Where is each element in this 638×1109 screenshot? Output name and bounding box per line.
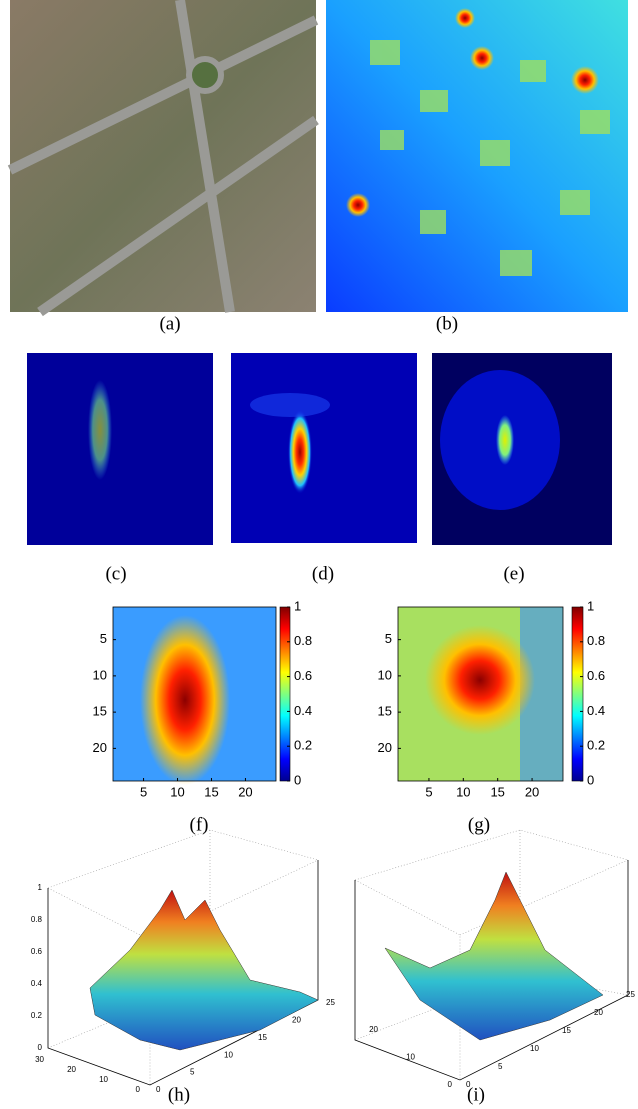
xticks-label: 10: [224, 1050, 233, 1059]
colorbar-tick-label: 1: [587, 598, 594, 613]
response-map: [27, 353, 213, 545]
y-tick-label: 10: [378, 667, 392, 682]
colorbar-tick-label: 0.8: [294, 633, 312, 648]
xticks-label: 15: [562, 1026, 571, 1035]
tree: [571, 66, 599, 94]
colorbar-tick-label: 0: [294, 772, 301, 787]
x-tick-label: 10: [170, 784, 184, 799]
response-peak: [496, 415, 514, 465]
colorbar-tick-label: 0.6: [294, 668, 312, 683]
zticks-label: 0: [38, 1043, 43, 1052]
heatmap-peak: [425, 625, 535, 735]
panel-label: (d): [312, 563, 334, 584]
yticks-label: 20: [67, 1065, 76, 1074]
xticks-label: 0: [156, 1085, 161, 1094]
zticks-label: 1: [38, 883, 43, 892]
zticks-label: 0.8: [31, 915, 43, 924]
figure: (a) (b) (c) (d) (e) (f) (g) (h) (i) 5101…: [0, 0, 638, 1109]
panel-label: (h): [168, 1084, 190, 1105]
x-tick-label: 15: [204, 784, 218, 799]
colorbar-tick-label: 0.2: [294, 738, 312, 753]
panel-label: (g): [468, 814, 490, 835]
panel-label: (e): [503, 563, 524, 584]
zticks-label: 0.6: [31, 947, 43, 956]
x-tick-label: 5: [425, 784, 432, 799]
yticks-label: 0: [448, 1080, 453, 1089]
x-tick-label: 15: [490, 784, 504, 799]
xticks-label: 5: [190, 1068, 195, 1077]
panel-label: (f): [190, 814, 209, 835]
colorbar: [280, 607, 290, 781]
tree: [455, 8, 475, 28]
x-tick-label: 5: [140, 784, 147, 799]
xticks-label: 5: [498, 1062, 503, 1071]
colorbar-tick-label: 0: [587, 772, 594, 787]
page: {"panels": {"a": "(a)", "b": "(b)", "c":…: [0, 0, 638, 1109]
x-tick-label: 10: [456, 784, 470, 799]
xticks-label: 20: [292, 1016, 301, 1025]
y-tick-label: 10: [93, 667, 107, 682]
tree: [470, 46, 494, 70]
xticks-label: 25: [626, 990, 635, 999]
yticks-label: 0: [136, 1085, 141, 1094]
yticks-label: 30: [35, 1055, 44, 1064]
yticks-label: 10: [99, 1075, 108, 1084]
panel-label: (b): [436, 313, 458, 334]
zticks-label: 0.2: [31, 1011, 43, 1020]
colorbar-tick-label: 0.4: [294, 703, 312, 718]
yticks-label: 20: [369, 1025, 378, 1034]
surface: [385, 872, 603, 1040]
x-tick-label: 20: [238, 784, 252, 799]
y-tick-label: 20: [93, 740, 107, 755]
panel-label: (c): [105, 563, 126, 584]
y-tick-label: 15: [378, 704, 392, 719]
y-tick-label: 20: [378, 740, 392, 755]
xticks-label: 15: [258, 1033, 267, 1042]
colorbar-tick-label: 0.4: [587, 703, 605, 718]
roundabout: [189, 59, 221, 91]
tree: [346, 193, 370, 217]
response-peak: [288, 410, 312, 494]
xticks-label: 0: [466, 1080, 471, 1089]
response-map: [231, 353, 417, 543]
xticks-label: 20: [594, 1008, 603, 1017]
y-tick-label: 15: [93, 704, 107, 719]
x-tick-label: 20: [525, 784, 539, 799]
surface: [90, 890, 318, 1050]
colorbar-tick-label: 1: [294, 598, 301, 613]
colorbar: [572, 607, 583, 781]
colorbar-tick-label: 0.2: [587, 738, 605, 753]
y-tick-label: 5: [385, 631, 392, 646]
heatmap-peak: [140, 615, 230, 785]
colorbar-tick-label: 0.6: [587, 668, 605, 683]
zticks-label: 0.4: [31, 979, 43, 988]
yticks-label: 10: [406, 1053, 415, 1062]
response-blob: [250, 393, 330, 417]
panel-label: (a): [159, 313, 180, 334]
xticks-label: 25: [326, 998, 335, 1007]
response-blob: [88, 380, 112, 480]
colorbar-tick-label: 0.8: [587, 633, 605, 648]
y-tick-label: 5: [100, 631, 107, 646]
xticks-label: 10: [530, 1044, 539, 1053]
